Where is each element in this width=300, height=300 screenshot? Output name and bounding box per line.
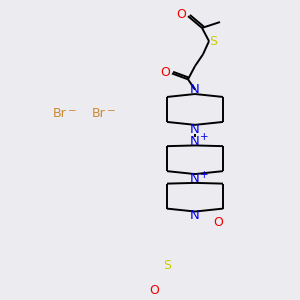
Text: O: O <box>213 216 223 229</box>
Text: −: − <box>106 106 116 116</box>
Text: +: + <box>200 170 208 180</box>
Text: N: N <box>190 172 200 185</box>
Text: Br: Br <box>92 107 106 120</box>
Text: S: S <box>209 35 217 48</box>
Text: −: − <box>68 106 76 116</box>
Text: +: + <box>200 132 208 142</box>
Text: S: S <box>163 259 171 272</box>
Text: O: O <box>160 66 170 79</box>
Text: N: N <box>190 134 200 148</box>
Text: N: N <box>190 209 200 222</box>
Text: O: O <box>176 8 186 21</box>
Text: N: N <box>190 83 200 96</box>
Text: O: O <box>149 284 159 297</box>
Text: N: N <box>190 123 200 136</box>
Text: Br: Br <box>53 107 67 120</box>
